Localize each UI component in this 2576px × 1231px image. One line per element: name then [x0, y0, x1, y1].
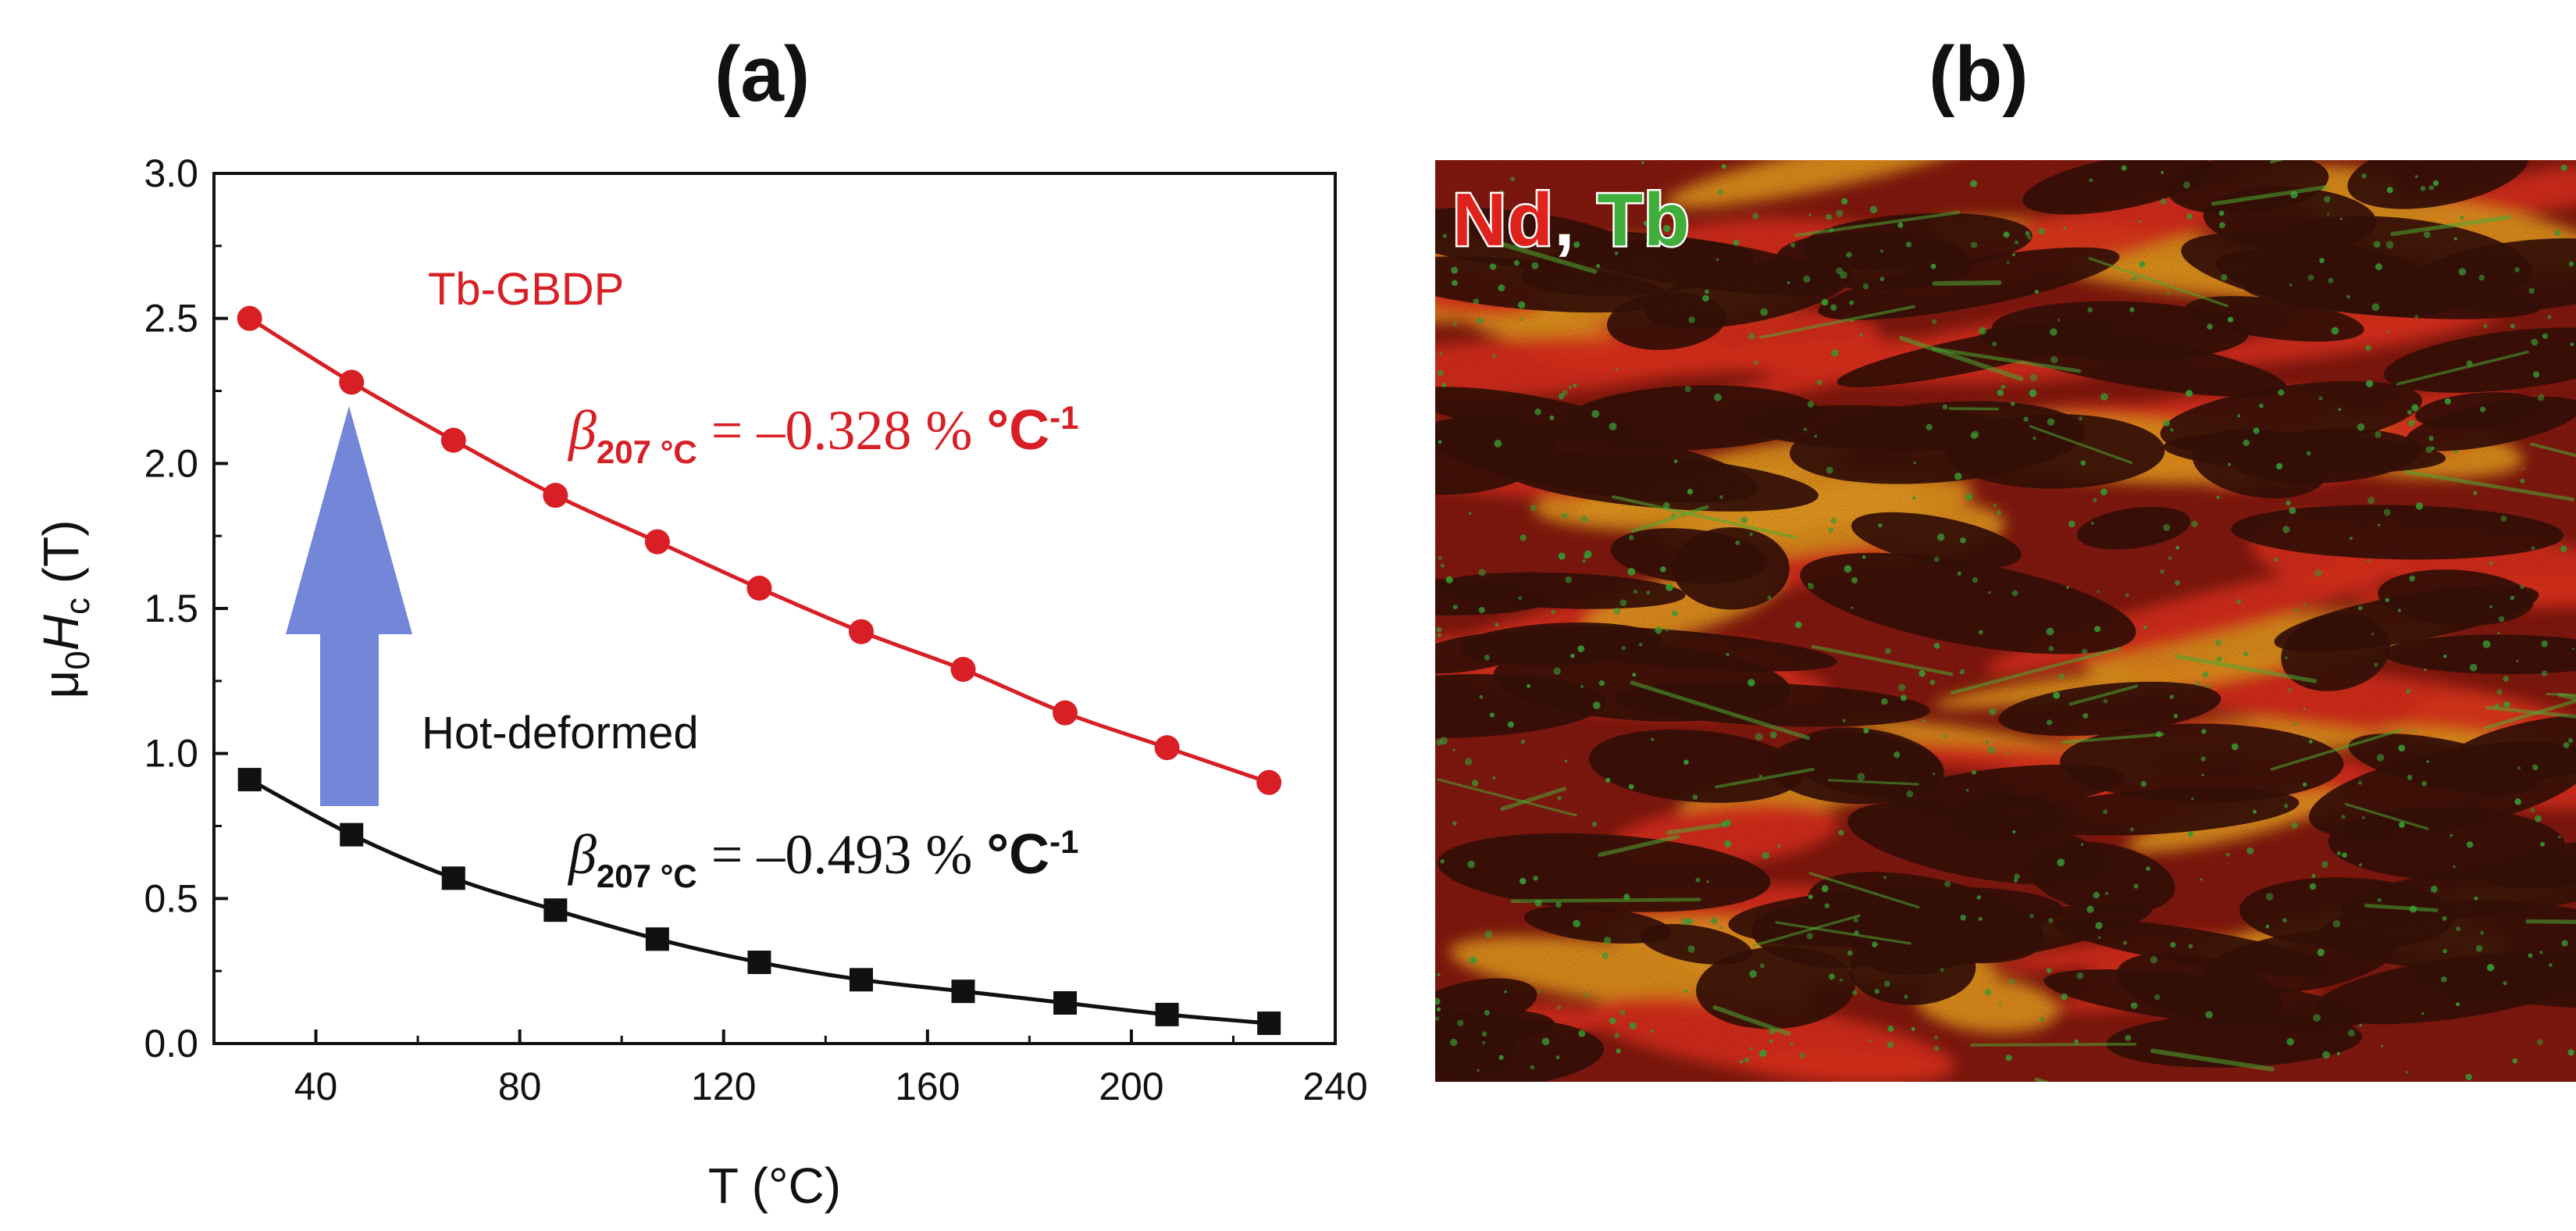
beta-tb-annotation: β207 °C = –0.328 % °C-1: [567, 399, 1078, 470]
up-arrow-icon: [286, 406, 412, 806]
noise-overlay: [1435, 160, 2576, 1082]
data-point-tb-gbdp: [1154, 735, 1180, 761]
svg-text:μ0Hc (T): μ0Hc (T): [33, 519, 97, 698]
data-point-hot-deformed: [951, 979, 975, 1004]
nd-tb-element-map: [1435, 160, 2576, 1082]
data-point-hot-deformed: [340, 822, 364, 847]
data-point-hot-deformed: [1053, 991, 1078, 1015]
legend-nd: Nd: [1451, 177, 1555, 264]
y-label-subc: c: [59, 598, 97, 615]
data-point-hot-deformed: [849, 968, 873, 992]
x-tick-label: 40: [294, 1065, 338, 1108]
y-tick-label: 1.0: [144, 732, 198, 776]
panel-b-label: (b): [1929, 30, 2029, 118]
data-point-tb-gbdp: [950, 656, 976, 682]
x-tick-label: 160: [895, 1065, 960, 1108]
y-label-sub0: 0: [59, 651, 97, 669]
y-tick-label: 0.0: [144, 1022, 198, 1065]
data-point-tb-gbdp: [339, 369, 365, 395]
y-label-h: H: [33, 614, 89, 651]
series-line-hot-deformed: [248, 777, 1270, 1026]
element-legend: Nd, Tb: [1451, 177, 1692, 264]
legend-comma: ,: [1553, 178, 1576, 262]
data-point-tb-gbdp: [746, 576, 772, 601]
data-point-tb-gbdp: [440, 427, 466, 453]
x-tick-label: 80: [498, 1065, 542, 1108]
y-label-unit: (T): [33, 519, 89, 598]
tb-gbdp-label: Tb-GBDP: [428, 264, 624, 315]
x-tick-label: 120: [691, 1065, 756, 1108]
eds-micrograph: Nd, Tb: [1435, 160, 2576, 1082]
data-point-hot-deformed: [237, 768, 262, 792]
series-line-tb-gbdp: [248, 316, 1270, 785]
data-point-hot-deformed: [1257, 1012, 1281, 1036]
data-point-tb-gbdp: [543, 483, 568, 508]
x-axis-label: T (°C): [708, 1158, 841, 1214]
y-axis-label: μ0Hc (T): [33, 519, 97, 698]
y-tick-label: 1.5: [144, 587, 198, 630]
data-point-hot-deformed: [543, 898, 568, 922]
chart-a: 40 80 120 160 200 240 0.0 0.5 1.0 1.5 2.0 2.5 3.0 T …: [33, 152, 1368, 1214]
legend-tb: Tb: [1575, 177, 1691, 264]
data-point-hot-deformed: [1155, 1002, 1179, 1026]
data-point-tb-gbdp: [1256, 769, 1282, 795]
data-point-tb-gbdp: [644, 529, 670, 555]
data-point-hot-deformed: [441, 866, 465, 890]
beta-hd-annotation: β207 °C = –0.493 % °C-1: [567, 823, 1078, 894]
data-point-tb-gbdp: [848, 619, 874, 644]
data-point-tb-gbdp: [1053, 700, 1078, 726]
y-tick-label: 2.5: [144, 297, 198, 341]
data-point-hot-deformed: [747, 951, 771, 975]
x-tick-label: 200: [1099, 1065, 1163, 1108]
x-tick-label: 240: [1302, 1065, 1367, 1108]
y-tick-label: 3.0: [144, 152, 198, 195]
panel-a-label: (a): [714, 30, 811, 118]
y-tick-label: 0.5: [144, 876, 198, 920]
hot-deformed-label: Hot-deformed: [422, 708, 699, 758]
data-point-hot-deformed: [645, 927, 669, 951]
y-label-mu: μ: [33, 670, 89, 699]
data-point-tb-gbdp: [237, 305, 262, 331]
y-tick-label: 2.0: [144, 441, 198, 485]
